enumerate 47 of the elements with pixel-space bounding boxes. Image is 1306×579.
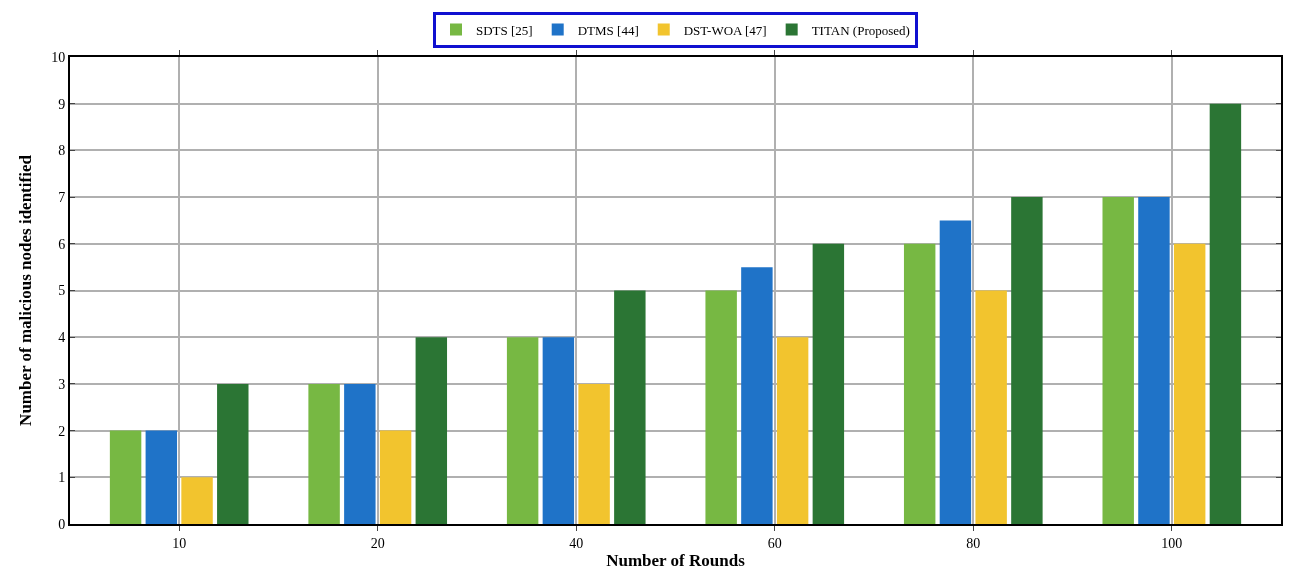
y-tick-label: 9 (58, 96, 66, 112)
bar (1102, 197, 1134, 524)
bar (1209, 103, 1242, 524)
bar (1011, 197, 1043, 524)
bar (308, 383, 340, 524)
y-tick-label: 5 (58, 283, 66, 299)
bar (506, 337, 539, 524)
bar (379, 430, 412, 524)
bar (109, 430, 142, 524)
y-axis-title: Number of malicious nodes identified (16, 154, 36, 426)
bar (415, 337, 448, 524)
bar (145, 430, 178, 524)
y-tick-label: 1 (58, 470, 66, 486)
x-axis-title: Number of Rounds (606, 550, 746, 570)
bar (812, 243, 845, 524)
y-tick-label: 3 (58, 376, 66, 392)
x-tick-label: 40 (569, 535, 584, 551)
legend-label: DTMS [44] (577, 22, 639, 38)
x-tick-label: 10 (172, 535, 187, 551)
bar (614, 290, 646, 524)
bar (181, 477, 213, 524)
legend-label: DST-WOA [47] (683, 22, 767, 38)
bar (939, 220, 972, 524)
bar (975, 290, 1007, 524)
x-tick-label: 80 (966, 535, 981, 551)
x-tick-label: 60 (767, 535, 782, 551)
legend-label: TITAN (Proposed) (811, 22, 910, 38)
bar (1173, 243, 1206, 524)
bar (578, 383, 610, 524)
y-tick-label: 10 (51, 49, 66, 65)
legend-label: SDTS [25] (476, 22, 533, 38)
y-tick-label: 0 (58, 516, 66, 532)
y-tick-label: 7 (58, 190, 66, 205)
bar (705, 290, 737, 524)
y-tick-label: 4 (58, 330, 66, 346)
bar (903, 243, 936, 524)
bar (776, 337, 809, 524)
x-tick-label: 100 (1161, 535, 1183, 551)
bar (344, 383, 376, 524)
bar (542, 337, 575, 524)
bar (1138, 197, 1170, 524)
y-tick-label: 8 (58, 143, 66, 159)
bar (217, 383, 249, 524)
y-tick-label: 6 (58, 236, 66, 252)
bar (741, 267, 773, 524)
x-tick-label: 20 (370, 535, 385, 551)
y-tick-label: 2 (58, 423, 66, 439)
